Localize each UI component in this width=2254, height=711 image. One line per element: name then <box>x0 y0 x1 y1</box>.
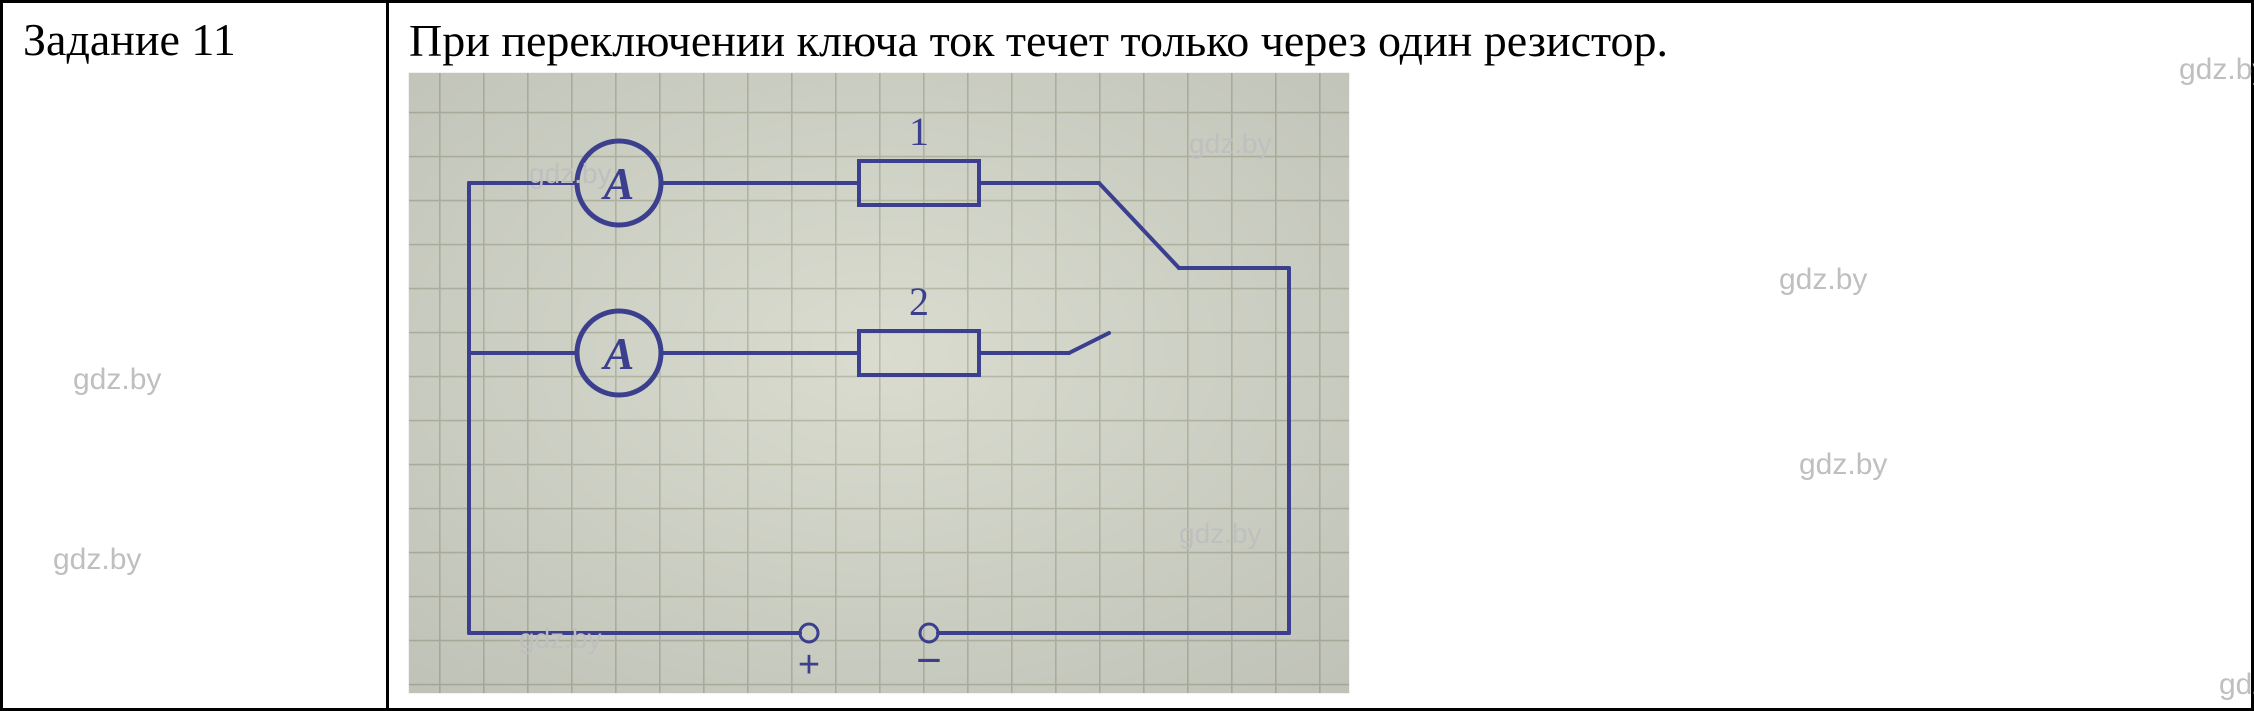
watermark: gdz.by <box>53 543 141 577</box>
svg-text:gdz.by: gdz.by <box>1179 518 1262 549</box>
watermark: gdz.by <box>1799 448 1887 482</box>
svg-text:1: 1 <box>909 109 929 154</box>
circuit-photo: A1A2+−gdz.bygdz.bygdz.bygdz.by <box>409 73 1349 693</box>
svg-text:+: + <box>798 644 820 686</box>
page-frame: Задание 11 gdz.by gdz.by При переключени… <box>0 0 2254 711</box>
left-column: Задание 11 gdz.by gdz.by <box>3 3 389 708</box>
task-number: Задание 11 <box>23 15 366 66</box>
task-text: При переключении ключа ток течет только … <box>409 15 2231 68</box>
watermark: gdz.by <box>73 363 161 397</box>
svg-text:A: A <box>601 328 635 379</box>
svg-text:−: − <box>916 636 942 685</box>
watermark: gdz.by <box>2219 668 2254 702</box>
circuit-diagram: A1A2+−gdz.bygdz.bygdz.bygdz.by <box>409 73 1349 693</box>
svg-text:gdz.by: gdz.by <box>529 158 612 189</box>
right-column: При переключении ключа ток течет только … <box>389 3 2251 708</box>
svg-text:gdz.by: gdz.by <box>1189 128 1272 159</box>
svg-text:gdz.by: gdz.by <box>519 623 602 654</box>
svg-text:2: 2 <box>909 279 929 324</box>
watermark: gdz.by <box>1779 263 1867 297</box>
